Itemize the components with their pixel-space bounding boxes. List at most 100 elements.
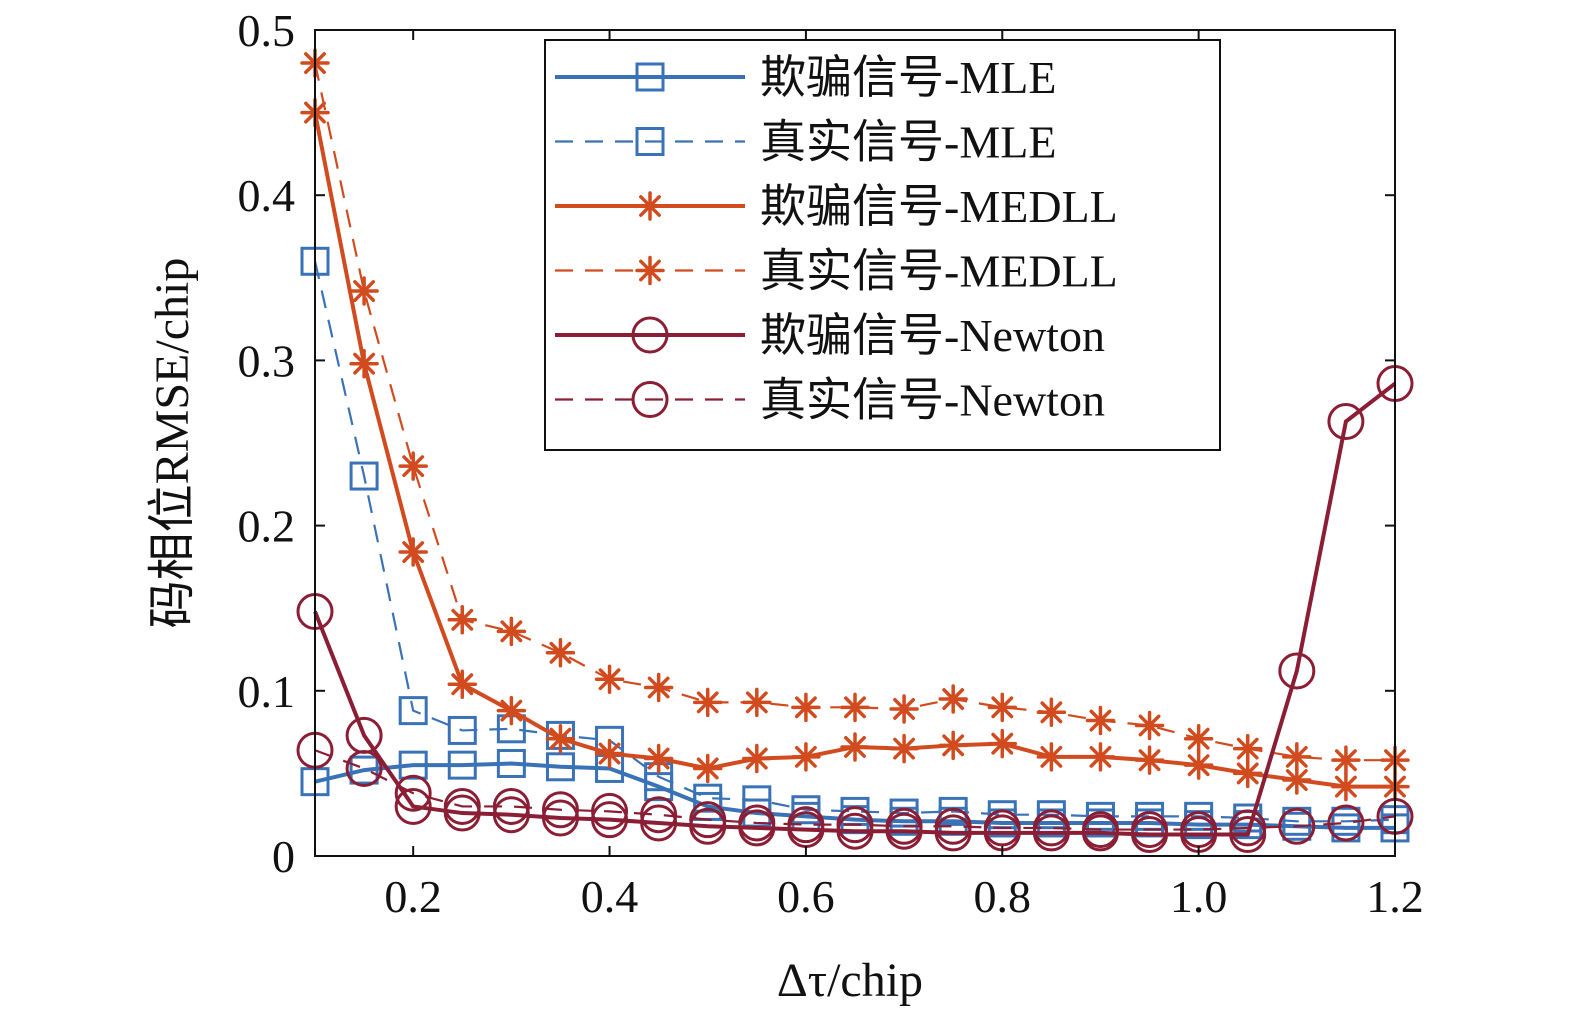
x-tick-label: 0.6 <box>777 871 835 922</box>
data-point <box>1085 705 1116 736</box>
data-point <box>643 672 674 703</box>
data-point <box>987 692 1018 723</box>
data-point <box>1134 745 1165 775</box>
legend-label: 真实信号-MEDLL <box>760 246 1118 297</box>
series-layer <box>296 48 1414 854</box>
series-line <box>313 62 1395 762</box>
data-point <box>443 787 481 825</box>
data-point <box>1081 811 1119 849</box>
data-point <box>689 801 727 839</box>
data-point <box>447 750 477 780</box>
data-point <box>640 804 678 842</box>
legend: 欺骗信号-MLE 真实信号-MLE 欺骗信号-MEDLL 真实信号-MEDLL 欺骗信号… <box>544 39 1221 451</box>
data-point <box>1134 710 1165 741</box>
data-point <box>742 785 772 815</box>
data-point <box>349 276 379 306</box>
data-point <box>398 750 428 780</box>
data-point <box>1232 733 1263 764</box>
data-point <box>541 799 579 837</box>
data-point <box>1036 742 1067 772</box>
data-point <box>742 687 772 718</box>
data-point <box>787 806 825 844</box>
data-point <box>594 664 625 694</box>
data-point <box>447 715 477 745</box>
data-point <box>692 753 723 784</box>
series-1 <box>300 246 1410 836</box>
data-point <box>791 742 821 772</box>
data-point <box>591 792 629 830</box>
data-point <box>1085 742 1116 772</box>
data-point <box>742 743 772 774</box>
ticks-layer: 0.2 0.4 0.6 0.8 1.0 1.2 0 0.1 0.2 0.3 0.4 0.5 <box>238 5 1424 922</box>
x-tick-label: 0.8 <box>974 871 1032 922</box>
data-point <box>1232 758 1263 789</box>
data-point <box>398 696 428 726</box>
data-point <box>692 687 723 718</box>
legend-label: 真实信号-MLE <box>760 117 1056 168</box>
y-tick-label: 0.2 <box>238 501 296 552</box>
data-point <box>885 807 923 845</box>
data-point <box>934 807 972 845</box>
data-point <box>1282 765 1312 795</box>
data-point <box>738 804 776 842</box>
legend-item: 真实信号-MEDLL <box>555 246 1118 297</box>
legend-item: 欺骗信号-MLE <box>555 52 1056 103</box>
data-point <box>938 684 968 714</box>
legend-marker <box>635 191 665 221</box>
data-point <box>496 748 526 778</box>
legend-label: 欺骗信号-MLE <box>760 52 1056 103</box>
data-point <box>545 752 575 782</box>
y-tick-label: 0 <box>272 831 295 882</box>
data-point <box>345 749 383 787</box>
series-5 <box>296 731 1414 849</box>
legend-marker <box>631 381 669 418</box>
legend-marker <box>631 316 669 354</box>
legend-marker <box>635 255 665 286</box>
legend-label: 欺骗信号-Newton <box>760 310 1105 361</box>
data-point <box>1278 652 1316 690</box>
data-point <box>1036 697 1067 728</box>
data-point <box>693 783 723 813</box>
legend-items: 欺骗信号-MLE 真实信号-MLE 欺骗信号-MEDLL 真实信号-MEDLL 欺骗信号… <box>555 52 1118 426</box>
y-axis-title: 码相位RMSE/chip <box>146 258 199 629</box>
series-3 <box>300 48 1410 775</box>
x-tick-label: 0.2 <box>384 871 442 922</box>
series-2 <box>300 97 1410 802</box>
data-point <box>447 669 478 699</box>
data-point <box>938 730 968 761</box>
legend-marker <box>635 62 665 92</box>
data-point <box>349 348 379 379</box>
data-point <box>1331 771 1361 802</box>
data-point <box>394 774 432 812</box>
data-point <box>836 806 874 844</box>
data-point <box>1327 804 1365 842</box>
data-point <box>889 694 919 724</box>
y-tick-label: 0.5 <box>238 5 296 56</box>
y-tick-label: 0.1 <box>238 666 296 717</box>
data-point <box>1327 403 1365 441</box>
data-point <box>394 787 432 825</box>
data-point <box>496 695 527 726</box>
data-point <box>1331 745 1361 775</box>
plot-frame <box>314 29 1396 857</box>
data-point <box>541 791 579 829</box>
data-point <box>398 537 428 567</box>
legend-item: 真实信号-Newton <box>555 375 1105 426</box>
data-point <box>1131 811 1169 849</box>
legend-item: 真实信号-MLE <box>555 117 1056 168</box>
data-point <box>640 796 678 834</box>
x-tick-label: 1.0 <box>1170 871 1228 922</box>
x-axis-title: Δτ/chip <box>777 954 923 1007</box>
data-point <box>594 738 625 769</box>
data-point <box>791 692 821 723</box>
y-tick-label: 0.3 <box>238 335 296 386</box>
legend-marker <box>635 127 665 156</box>
data-point <box>987 728 1018 759</box>
legend-box <box>544 39 1221 451</box>
x-tick-label: 0.4 <box>581 871 639 922</box>
data-point <box>1184 801 1214 831</box>
data-point <box>840 732 870 762</box>
data-point <box>840 692 870 723</box>
data-point <box>889 733 919 764</box>
